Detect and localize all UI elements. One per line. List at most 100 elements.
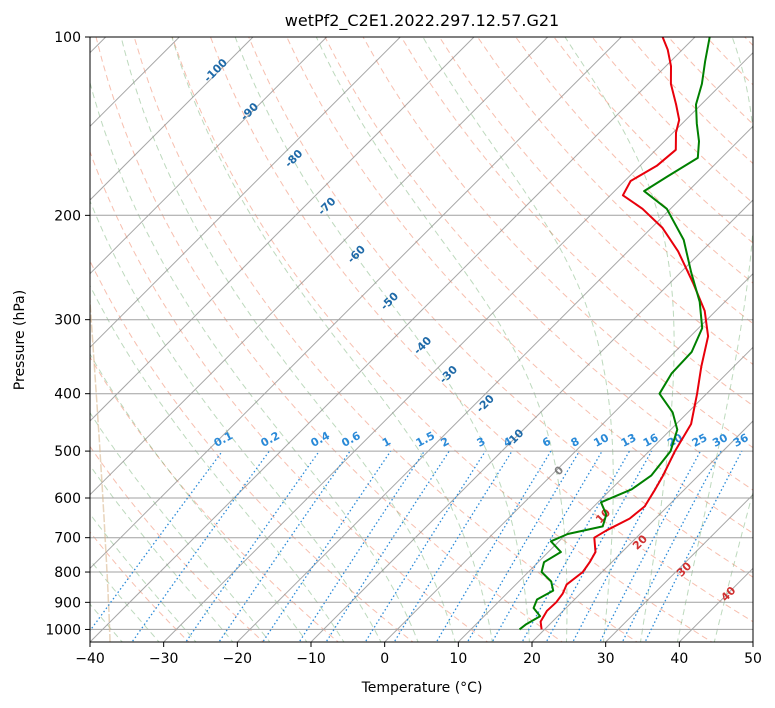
moist-adiabat: [90, 284, 345, 642]
mixing-ratio-label: 1: [380, 435, 393, 450]
mixing-ratio-line: [393, 450, 513, 642]
isotherm: [90, 37, 696, 642]
x-axis-label: Temperature (°C): [361, 680, 483, 696]
mixing-ratio-label: 0.1: [212, 429, 235, 450]
mixing-ratio-label: 30: [710, 431, 730, 450]
x-tick-label: −10: [296, 651, 326, 667]
isotherm: [90, 37, 549, 496]
x-tick-label: 0: [380, 651, 389, 667]
mixing-ratio-label: 2: [439, 435, 452, 450]
plot-frame: [89, 36, 754, 643]
dry-adiabat: [171, 37, 713, 642]
dry-adiabat-label: -30: [437, 363, 460, 386]
mixing-ratio-line: [621, 450, 722, 642]
mixing-ratio-label: 16: [641, 431, 661, 450]
mixing-ratio-line: [325, 450, 450, 642]
moist-adiabat: [315, 37, 568, 642]
series-layer: [518, 37, 711, 631]
mixing-ratio-label: 0.4: [309, 429, 333, 450]
dry-adiabat: [477, 37, 753, 325]
x-tick-label: 30: [597, 651, 615, 667]
mixing-ratio-line: [262, 450, 392, 642]
dry-adiabat: [744, 37, 753, 47]
x-tick-label: 10: [449, 651, 467, 667]
mixing-ratio-label: 20: [665, 431, 685, 450]
moist-adiabat-label: 0: [552, 463, 567, 478]
x-tick-label: 20: [523, 651, 541, 667]
mixing-ratio-label: 10: [591, 431, 611, 450]
dry-adiabat: [248, 37, 753, 578]
moist-adiabat: [90, 513, 197, 642]
mixing-ratio-label: 1.5: [414, 429, 437, 450]
isotherm: [605, 493, 753, 642]
x-tick-label: 50: [744, 651, 762, 667]
dry-adiabat: [591, 37, 753, 204]
y-tick-label: 600: [54, 491, 81, 507]
mixing-ratio-line: [466, 450, 580, 642]
isotherm: [90, 37, 475, 422]
moist-adiabat: [90, 80, 419, 642]
x-tick-label: −40: [75, 651, 105, 667]
y-tick-label: 500: [54, 444, 81, 460]
mixing-ratio-line: [599, 450, 702, 642]
isotherm: [457, 346, 753, 642]
dry-adiabat: [553, 37, 753, 244]
moist-adiabat-label: 40: [718, 584, 738, 604]
moist-adiabat: [90, 464, 234, 642]
dry-adiabat-label: -100: [201, 56, 230, 85]
dry-adiabat: [515, 37, 753, 284]
dry-adiabat: [400, 37, 753, 407]
y-tick-label: 900: [54, 595, 81, 611]
isotherm: [531, 420, 753, 642]
temperature-line: [539, 37, 710, 630]
x-tick-label: −20: [223, 651, 253, 667]
dry-adiabat: [286, 37, 753, 534]
moist-adiabat: [120, 37, 456, 642]
mixing-ratio-line: [131, 450, 270, 642]
isotherm: [90, 37, 328, 275]
isotherm: [236, 125, 753, 642]
isotherm: [310, 199, 753, 642]
y-tick-label: 700: [54, 531, 81, 547]
mixing-ratio-line: [218, 450, 351, 642]
background-lines: [90, 37, 753, 642]
mixing-ratio-label: 6: [540, 435, 553, 450]
y-axis: 100 200 300 400 500 600 700 800 900 1000: [45, 30, 90, 638]
isotherm: [90, 37, 622, 570]
chart-title: wetPf2_C2E1.2022.297.12.57.G21: [285, 11, 559, 31]
isotherm: [752, 641, 753, 642]
y-axis-label: Pressure (hPa): [12, 290, 28, 390]
dry-adiabat-label: -20: [474, 392, 497, 415]
mixing-ratio-line: [90, 450, 223, 632]
y-tick-label: 400: [54, 387, 81, 403]
dewpoint-line: [518, 37, 711, 631]
moist-adiabat: [90, 199, 382, 642]
isotherm: [678, 567, 753, 642]
y-tick-label: 100: [54, 30, 81, 46]
y-tick-label: 200: [54, 208, 81, 224]
y-tick-label: 800: [54, 565, 81, 581]
dry-adiabat: [438, 37, 753, 366]
moist-adiabat-label: 20: [630, 532, 650, 552]
saturation-curve: [90, 291, 111, 642]
mixing-ratio-label: 36: [731, 431, 751, 450]
dry-adiabat-label: -50: [378, 289, 401, 312]
dry-adiabat-label: -80: [282, 147, 305, 170]
x-axis: −40 −30 −20 −10 0 10 20 30 40 50: [75, 642, 762, 667]
line-labels: 0.1 0.2 0.4 0.6 1 1.5 2 3 4 6 8 10 13 16 20 25 30 36-100-…: [201, 56, 751, 604]
x-tick-label: 40: [670, 651, 688, 667]
mixing-ratio-line: [185, 450, 320, 642]
moist-adiabat: [90, 353, 308, 642]
mixing-ratio-label: 25: [690, 431, 710, 450]
y-tick-label: 1000: [45, 622, 81, 638]
dry-adiabat-label: -90: [238, 100, 261, 123]
mixing-ratio-line: [435, 450, 552, 642]
y-tick-label: 300: [54, 313, 81, 329]
dry-adiabat: [90, 445, 265, 642]
mixing-ratio-label: 0.2: [259, 429, 282, 450]
dry-adiabat: [133, 37, 638, 642]
dry-adiabat: [90, 259, 414, 642]
mixing-ratio-line: [644, 450, 743, 642]
x-tick-label: −30: [149, 651, 179, 667]
